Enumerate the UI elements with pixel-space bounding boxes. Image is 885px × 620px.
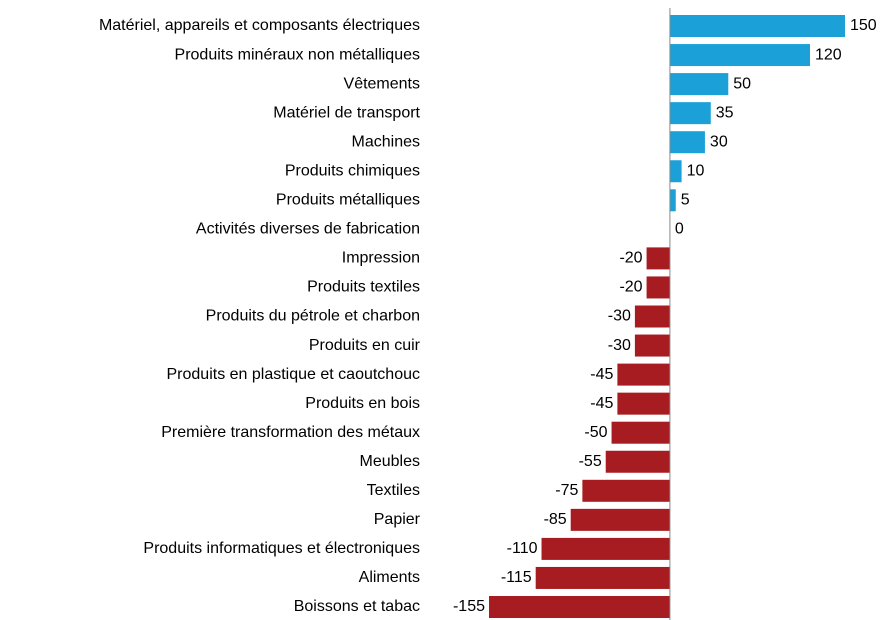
value-label: 30 bbox=[710, 133, 728, 150]
category-label: Première transformation des métaux bbox=[161, 424, 420, 441]
bar bbox=[669, 189, 676, 212]
bar bbox=[669, 160, 682, 183]
category-label: Produits informatiques et électroniques bbox=[143, 540, 420, 557]
category-label: Produits en bois bbox=[305, 395, 420, 412]
value-label: 120 bbox=[815, 46, 842, 63]
category-label: Activités diverses de fabrication bbox=[196, 221, 420, 238]
bar bbox=[669, 15, 845, 37]
category-label: Produits chimiques bbox=[285, 162, 420, 179]
category-label: Aliments bbox=[359, 569, 420, 586]
value-label: -110 bbox=[507, 540, 538, 557]
category-label: Machines bbox=[352, 133, 420, 150]
bar bbox=[582, 479, 670, 502]
value-label: 10 bbox=[687, 162, 705, 179]
value-label: 150 bbox=[850, 17, 877, 34]
bar bbox=[617, 363, 670, 386]
bar bbox=[669, 102, 711, 125]
value-label: 0 bbox=[675, 221, 684, 238]
value-label: 5 bbox=[681, 192, 690, 209]
category-label: Produits du pétrole et charbon bbox=[206, 308, 420, 325]
bar bbox=[646, 247, 670, 270]
bar bbox=[605, 450, 670, 473]
category-label: Impression bbox=[342, 250, 420, 267]
value-label: -45 bbox=[590, 366, 613, 383]
bar bbox=[541, 537, 670, 560]
value-label: -55 bbox=[579, 453, 602, 470]
value-label: -50 bbox=[584, 424, 607, 441]
category-label: Produits en cuir bbox=[309, 337, 421, 354]
bar bbox=[489, 596, 670, 618]
category-label: Vêtements bbox=[344, 75, 420, 92]
bar bbox=[669, 44, 810, 67]
category-label: Produits métalliques bbox=[276, 192, 420, 209]
value-label: 50 bbox=[733, 75, 751, 92]
bar bbox=[646, 276, 670, 299]
value-label: -20 bbox=[619, 279, 642, 296]
value-label: -30 bbox=[608, 337, 631, 354]
bar bbox=[669, 73, 729, 96]
value-label: -30 bbox=[608, 308, 631, 325]
category-label: Matériel, appareils et composants électr… bbox=[99, 17, 420, 34]
category-label: Boissons et tabac bbox=[294, 598, 420, 615]
category-label: Produits textiles bbox=[307, 279, 420, 296]
category-label: Papier bbox=[374, 511, 421, 528]
category-label: Matériel de transport bbox=[273, 104, 420, 121]
bar bbox=[535, 566, 670, 589]
value-label: -20 bbox=[619, 250, 642, 267]
bar bbox=[669, 131, 705, 154]
value-label: 35 bbox=[716, 104, 734, 121]
category-label: Meubles bbox=[360, 453, 420, 470]
value-label: -85 bbox=[544, 511, 567, 528]
category-label: Textiles bbox=[367, 482, 420, 499]
value-label: -45 bbox=[590, 395, 613, 412]
category-label: Produits minéraux non métalliques bbox=[175, 46, 420, 63]
bar bbox=[617, 392, 670, 415]
bar bbox=[570, 508, 670, 531]
value-label: -155 bbox=[453, 598, 485, 615]
bar bbox=[634, 305, 670, 328]
category-label: Produits en plastique et caoutchouc bbox=[167, 366, 421, 383]
bar bbox=[634, 334, 670, 357]
bar bbox=[611, 421, 670, 444]
value-label: -75 bbox=[555, 482, 578, 499]
value-label: -115 bbox=[501, 569, 532, 586]
